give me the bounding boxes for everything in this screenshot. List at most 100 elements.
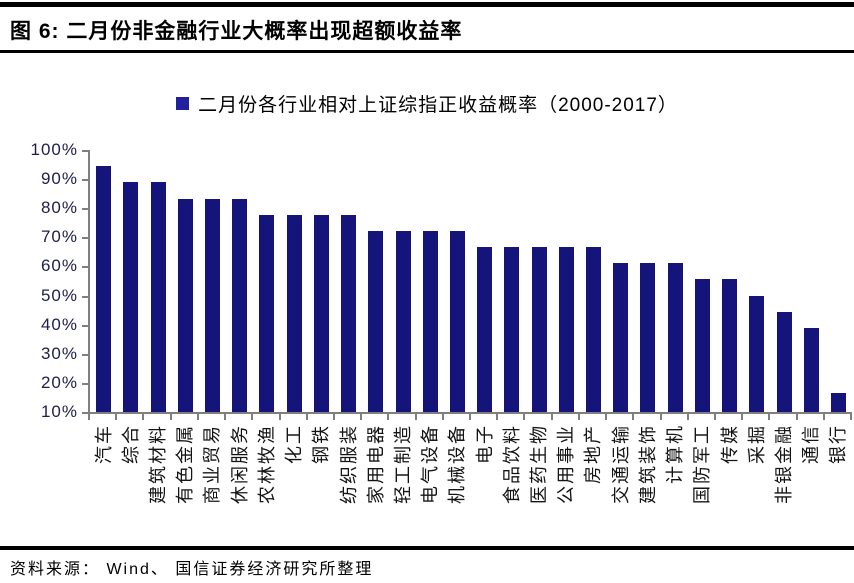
bar [640,263,656,412]
y-tick [82,150,88,152]
x-axis-label: 交通运输 [610,424,631,504]
bar-slot [308,150,335,412]
bar-slot [90,150,117,412]
x-tick [822,414,825,420]
x-axis-label: 通信 [801,424,822,464]
x-tick [469,414,471,420]
bar [749,295,765,412]
x-axis-label: 计算机 [665,424,686,484]
y-axis-label: 60% [40,256,78,276]
x-axis-label: 电气设备 [420,424,441,504]
bar-slot [689,150,716,412]
plot-area [88,150,852,414]
x-axis-label: 轻工制造 [392,424,413,504]
y-axis-label: 20% [40,372,78,392]
bar [776,311,792,412]
bar-slot [553,150,580,412]
bar [232,198,248,412]
x-axis-label: 国防军工 [692,424,713,504]
y-axis-label: 100% [30,140,78,159]
x-axis-label: 机械设备 [447,424,468,504]
top-divider [0,2,854,7]
bar-slot [172,150,199,412]
x-axis-label: 纺织服装 [338,424,359,504]
bar-slot [471,150,498,412]
bar [722,279,738,412]
x-tick [332,414,335,420]
x-tick [768,414,771,420]
bar-slot [526,150,553,412]
bar [449,230,465,412]
x-tick [632,414,635,420]
x-tick [550,414,553,420]
bar [694,279,710,412]
bar [422,230,438,412]
chart-legend: 二月份各行业相对上证综指正收益概率（2000-2017） [0,90,854,117]
bar-slot [662,150,689,412]
x-axis-label: 房地产 [583,424,604,484]
bar-slot [580,150,607,412]
x-tick [741,414,744,420]
bar [150,182,166,412]
bar [477,246,493,412]
x-tick [850,414,852,420]
bar [123,182,139,412]
x-axis-label: 建筑装饰 [637,424,658,504]
bar [531,246,547,412]
y-axis-label: 80% [40,198,78,218]
x-tick [360,414,363,420]
y-axis-label: 10% [40,402,78,421]
x-axis-label: 传媒 [719,424,740,464]
x-axis-label: 医药生物 [529,424,550,504]
x-axis-label: 钢铁 [311,424,332,464]
title-divider [0,50,854,53]
x-tick [496,414,499,420]
x-axis-label: 电子 [474,424,495,464]
bar [395,230,411,412]
x-tick [196,414,199,420]
x-axis-label: 休闲服务 [229,424,250,504]
x-axis-label: 家用电器 [365,424,386,504]
bar-slot [634,150,661,412]
y-tick [82,353,88,356]
bar-slot [199,150,226,412]
bar [286,214,302,412]
bar-slot [444,150,471,412]
x-tick [278,414,281,420]
bar [259,214,275,412]
x-axis-label: 有色金属 [175,424,196,504]
x-axis-label: 汽车 [93,424,114,464]
y-axis-label: 90% [40,169,78,189]
bar [558,246,574,412]
x-tick [305,414,308,420]
x-tick [523,414,526,420]
y-tick [82,179,88,182]
x-tick [251,414,254,420]
x-tick [224,414,227,420]
x-axis-label: 银行 [828,424,849,464]
bar-slot [825,150,852,412]
bar-slot [253,150,280,412]
x-axis-label: 建筑材料 [148,424,169,504]
bar-slot [335,150,362,412]
x-tick [387,414,390,420]
bar-slot [607,150,634,412]
x-tick [605,414,608,420]
y-tick [82,266,88,269]
x-tick [577,414,580,420]
bar [96,166,112,412]
x-axis-label: 非银金融 [773,424,794,504]
legend-square-icon [176,97,190,110]
legend-label: 二月份各行业相对上证综指正收益概率（2000-2017） [198,95,678,116]
bar [831,392,847,412]
y-tick [82,208,88,211]
bar [667,263,683,412]
y-tick [82,412,88,414]
bar-slot [498,150,525,412]
source-note: 资料来源： Wind、 国信证券经济研究所整理 [10,561,374,578]
x-tick [686,414,689,420]
footer-divider [0,546,854,550]
figure-title: 图 6: 二月份非金融行业大概率出现超额收益率 [10,20,463,43]
x-axis-label: 食品饮料 [501,424,522,504]
